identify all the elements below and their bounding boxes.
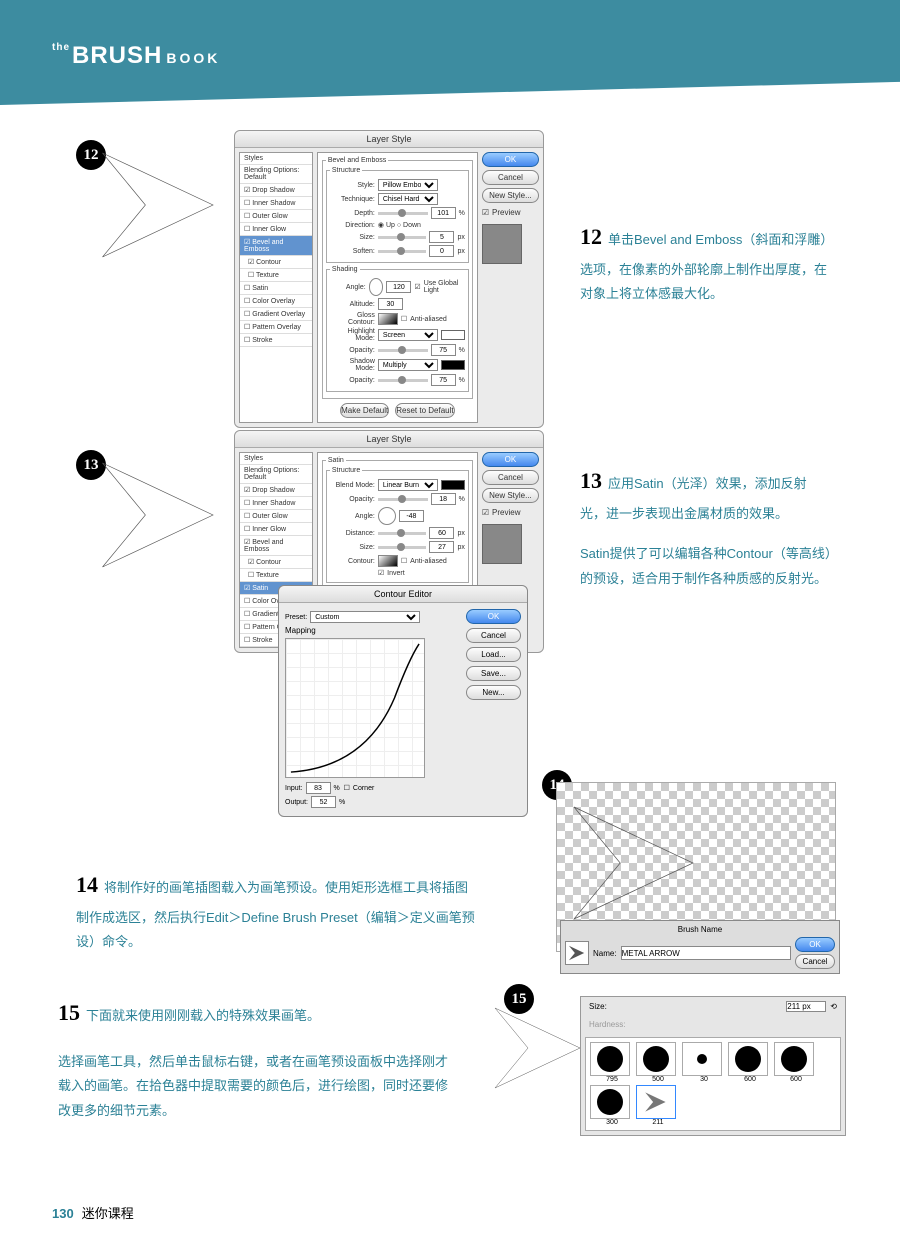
- brushname-ok[interactable]: OK: [795, 937, 835, 952]
- preset-select[interactable]: Custom: [310, 611, 420, 623]
- reset-button[interactable]: Reset to Default: [395, 403, 454, 418]
- arrow-12: [96, 140, 226, 270]
- new-style-button[interactable]: New Style...: [482, 188, 539, 203]
- brush-name-input[interactable]: [621, 946, 791, 960]
- preview-box: [482, 224, 522, 264]
- arrow-15: [490, 998, 590, 1098]
- step12-text: 12单击Bevel and Emboss（斜面和浮雕）选项，在像素的外部轮廓上制…: [580, 216, 832, 307]
- technique-select[interactable]: Chisel Hard: [378, 193, 438, 205]
- dialog-title: Layer Style: [235, 131, 543, 148]
- step15-text: 15下面就来使用刚刚载入的特殊效果画笔。 选择画笔工具，然后单击鼠标右键，或者在…: [58, 992, 448, 1124]
- preview-check[interactable]: ☑ Preview: [482, 208, 539, 217]
- shadow-select[interactable]: Multiply: [378, 359, 438, 371]
- size-input[interactable]: [429, 231, 454, 243]
- make-default-button[interactable]: Make Default: [340, 403, 389, 418]
- step14-text: 14将制作好的画笔插图载入为画笔预设。使用矩形选框工具将插图制作成选区，然后执行…: [76, 864, 476, 955]
- brush-preset-panel: Size:⟲ Hardness: 795 500 30 600 600 300 …: [580, 996, 846, 1136]
- altitude-input[interactable]: [378, 298, 403, 310]
- logo: theBRUSHBOOK: [52, 42, 220, 70]
- brush-thumbs[interactable]: 795 500 30 600 600 300 211: [585, 1037, 841, 1131]
- angle-input[interactable]: [386, 281, 411, 293]
- contour-ok[interactable]: OK: [466, 609, 521, 624]
- brush-size-input[interactable]: [786, 1001, 826, 1012]
- cancel-button[interactable]: Cancel: [482, 170, 539, 185]
- blend-select[interactable]: Linear Burn: [378, 479, 438, 491]
- style-select[interactable]: Pillow Emboss: [378, 179, 438, 191]
- step13-text: 13应用Satin（光泽）效果，添加反射光，进一步表现出金属材质的效果。 Sat…: [580, 460, 832, 592]
- contour-save[interactable]: Save...: [466, 666, 521, 681]
- contour-editor-dialog: Contour Editor Preset:Custom Mapping Inp…: [278, 585, 528, 817]
- brush-name-dialog: Brush Name Name: OK Cancel: [560, 920, 840, 974]
- ok-button[interactable]: OK: [482, 152, 539, 167]
- size-slider[interactable]: [378, 236, 427, 239]
- layer-style-dialog-12: Layer Style Styles Blending Options: Def…: [234, 130, 544, 428]
- styles-list[interactable]: Styles Blending Options: Default ☑ Drop …: [239, 152, 313, 423]
- bevel-options: Bevel and Emboss Structure Style:Pillow …: [317, 152, 478, 423]
- soften-slider[interactable]: [378, 250, 427, 253]
- contour-load[interactable]: Load...: [466, 647, 521, 662]
- header: theBRUSHBOOK: [0, 0, 900, 105]
- soften-input[interactable]: [429, 245, 454, 257]
- brushname-cancel[interactable]: Cancel: [795, 954, 835, 969]
- depth-input[interactable]: [431, 207, 456, 219]
- curve-editor[interactable]: [285, 638, 425, 778]
- footer: 130迷你课程: [52, 1203, 134, 1222]
- depth-slider[interactable]: [378, 212, 428, 215]
- contour-new[interactable]: New...: [466, 685, 521, 700]
- highlight-select[interactable]: Screen: [378, 329, 438, 341]
- contour-cancel[interactable]: Cancel: [466, 628, 521, 643]
- arrow-13: [96, 450, 226, 580]
